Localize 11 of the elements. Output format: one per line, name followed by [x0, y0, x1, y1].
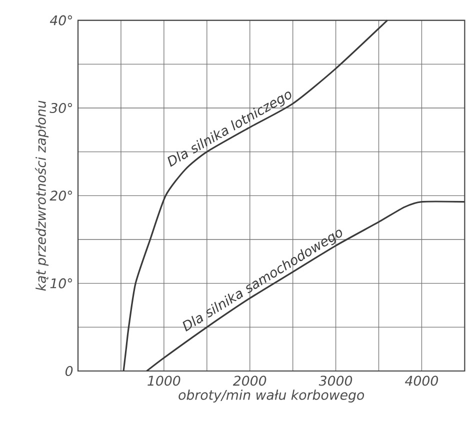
x-tick-label: 2000: [232, 376, 266, 386]
y-tick-label: 40°: [50, 15, 72, 26]
x-tick-label: 4000: [404, 376, 438, 386]
y-tick-label: 10°: [50, 278, 72, 288]
y-tick-label: 30°: [50, 102, 72, 114]
y-tick-label: 0: [65, 366, 73, 376]
x-tick-label: 3000: [318, 376, 352, 386]
y-axis-title: kąt przedzwrotności zapłonu: [35, 100, 49, 291]
x-tick-label: 1000: [148, 376, 180, 386]
x-axis-title: obroty/min wału korbowego: [178, 390, 364, 403]
y-tick-label: 20°: [50, 190, 72, 201]
